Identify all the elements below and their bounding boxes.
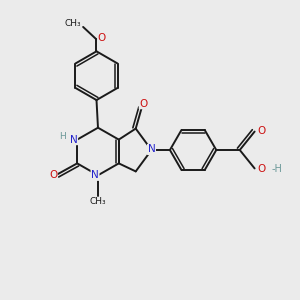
Text: CH₃: CH₃ [90,197,106,206]
Text: N: N [91,170,99,180]
Text: H: H [59,131,66,140]
Text: N: N [70,135,77,145]
Text: CH₃: CH₃ [64,19,81,28]
Text: O: O [139,99,148,109]
Text: O: O [49,170,57,180]
Text: O: O [98,33,106,43]
Text: O: O [257,164,265,174]
Text: O: O [257,126,265,136]
Text: -H: -H [271,164,282,174]
Text: N: N [148,144,155,154]
